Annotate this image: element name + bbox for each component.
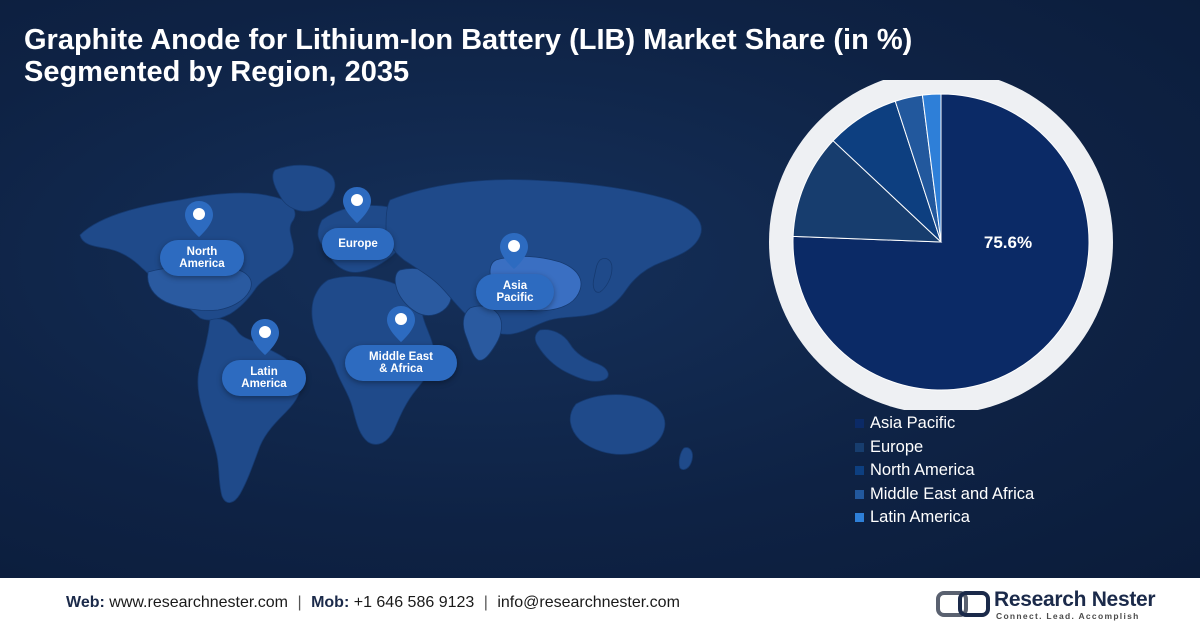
map-new-zealand: [678, 447, 693, 470]
phone-number[interactable]: +1 646 586 9123: [353, 594, 475, 611]
legend-swatch: [855, 513, 864, 523]
legend-label: North America: [870, 461, 975, 480]
title-line-1: Graphite Anode for Lithium-Ion Battery (…: [24, 24, 913, 56]
web-link[interactable]: www.researchnester.com: [109, 594, 288, 611]
legend-swatch: [855, 466, 864, 476]
legend-label: Middle East and Africa: [870, 484, 1035, 503]
north-america-label: North America: [160, 240, 244, 276]
europe-pin-icon: [343, 187, 371, 223]
middle-east-africa-pin-icon: [387, 306, 415, 342]
contact-info: Web: www.researchnester.com | Mob: +1 64…: [66, 594, 680, 612]
map-greenland: [272, 164, 336, 212]
pie-chart: 75.6%: [760, 70, 1128, 414]
map-asia: [385, 179, 702, 335]
pie-slice-latin-america: [921, 93, 942, 243]
pie-legend: Asia Pacific Europe North America Middle Ea…: [855, 412, 1034, 530]
map-japan: [592, 258, 613, 293]
pie-slice-europe: [792, 139, 943, 243]
separator: |: [297, 594, 302, 611]
mob-label: Mob:: [311, 594, 350, 611]
asia-pacific-pin-icon: [500, 233, 528, 269]
map-india: [462, 305, 502, 361]
pie-chart-svg: 75.6%: [769, 70, 1113, 414]
legend-item: Middle East and Africa: [855, 483, 1034, 507]
web-label: Web:: [66, 594, 105, 611]
asia-pacific-data-label: 75.6%: [984, 233, 1032, 252]
legend-item: North America: [855, 459, 1034, 483]
legend-swatch: [855, 419, 864, 429]
latin-america-pin-icon: [251, 319, 279, 355]
legend-label: Asia Pacific: [870, 414, 956, 433]
infographic-canvas: Graphite Anode for Lithium-Ion Battery (…: [0, 0, 1200, 578]
email-link[interactable]: info@researchnester.com: [497, 594, 680, 611]
europe-label: Europe: [322, 228, 394, 260]
legend-swatch: [855, 489, 864, 499]
latin-america-label: Latin America: [222, 360, 306, 396]
separator: |: [483, 594, 488, 611]
footer: Web: www.researchnester.com | Mob: +1 64…: [0, 578, 1200, 628]
legend-swatch: [855, 442, 864, 452]
title-line-2: Segmented by Region, 2035: [24, 56, 410, 88]
north-america-pin-icon: [185, 201, 213, 237]
brand-tagline: Connect. Lead. Accomplish: [996, 611, 1140, 621]
asia-pacific-label: Asia Pacific: [476, 274, 554, 310]
research-nester-logo-icon: [936, 591, 990, 617]
brand-name: Research Nester: [994, 588, 1156, 611]
legend-label: Europe: [870, 437, 924, 456]
legend-item: Latin America: [855, 506, 1034, 530]
legend-item: Europe: [855, 436, 1034, 460]
legend-item: Asia Pacific: [855, 412, 1034, 436]
chart-title: Graphite Anode for Lithium-Ion Battery (…: [24, 24, 912, 88]
legend-label: Latin America: [870, 508, 970, 527]
map-southeast-asia: [534, 329, 609, 382]
middle-east-africa-label: Middle East & Africa: [345, 345, 457, 381]
brand-logo: Research Nester Connect. Lead. Accomplis…: [936, 586, 1176, 622]
map-australia: [569, 394, 666, 455]
